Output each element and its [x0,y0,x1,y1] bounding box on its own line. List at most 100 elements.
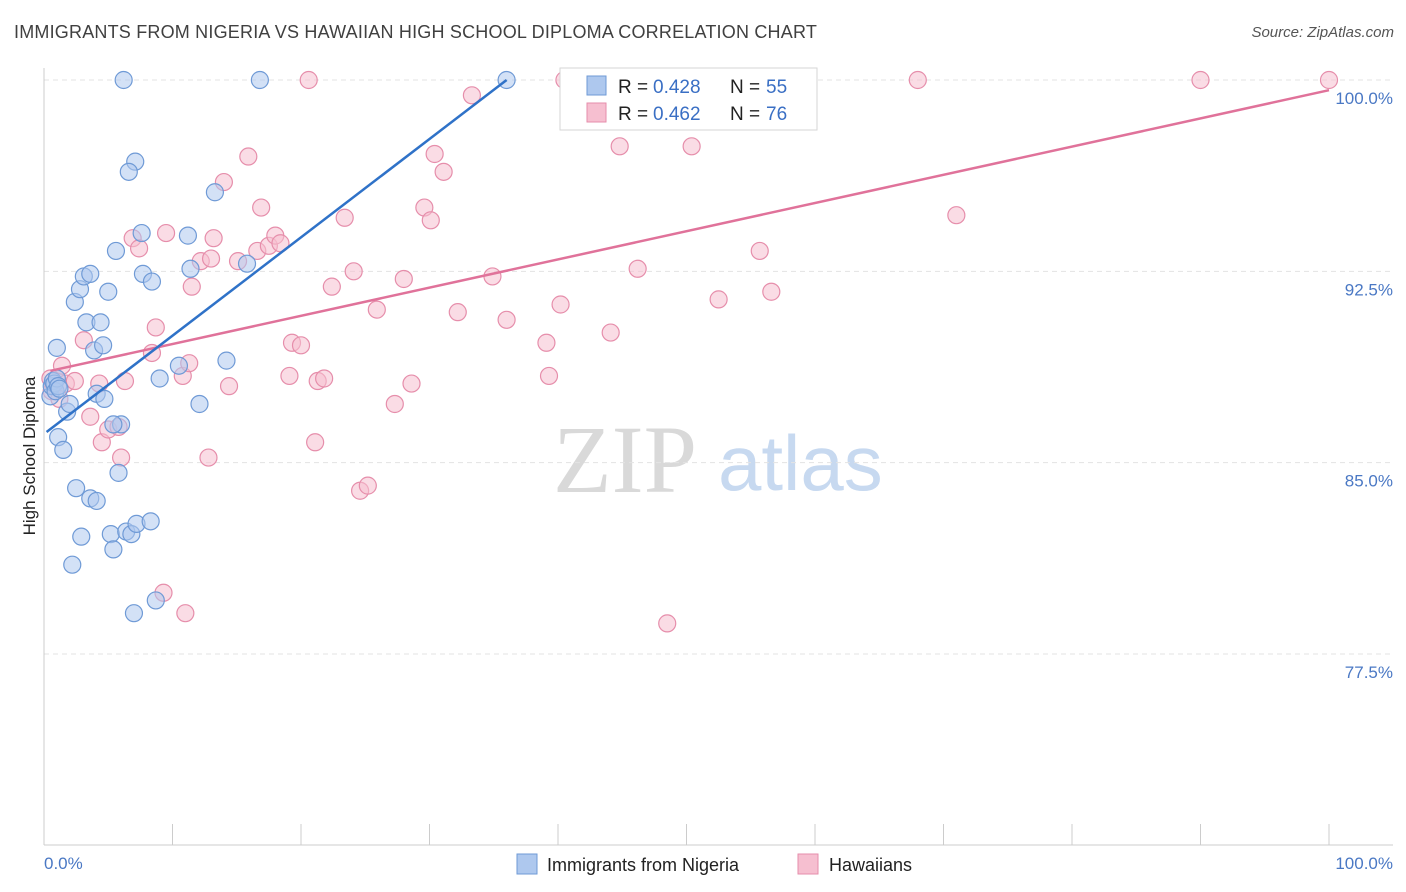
hawaiians-point-39 [291,336,311,355]
nigeria-point-16 [81,264,100,283]
legend-n-value-nigeria: 55 [766,77,787,98]
nigeria-point-41 [150,369,169,388]
hawaiians-point-17 [129,239,149,258]
hawaiians-point-40 [306,433,325,452]
nigeria-point-25 [109,463,128,482]
nigeria-point-24 [106,241,126,261]
hawaiians-point-48 [367,300,386,319]
hawaiians-point-49 [385,394,404,414]
nigeria-point-51 [142,272,162,291]
nigeria-point-7 [50,379,69,398]
y-tick-label-1: 85.0% [1345,472,1393,491]
hawaiians-point-44 [335,208,354,227]
trend-line-hawaiians [50,88,1330,373]
hawaiians-point-62 [551,295,570,314]
nigeria-point-33 [104,540,123,559]
nigeria-point-48 [237,254,257,273]
nigeria-point-54 [114,70,133,90]
nigeria-point-19 [91,313,110,332]
nigeria-point-44 [181,259,200,278]
x-tick-label-min: 0.0% [44,854,83,873]
legend-swatch-nigeria [586,75,607,96]
hawaiians-point-57 [462,86,482,105]
hawaiians-point-67 [658,614,677,633]
hawaiians-point-23 [182,277,201,296]
hawaiians-point-20 [156,223,176,243]
hawaiians-point-50 [394,269,413,289]
hawaiians-point-79 [176,604,195,623]
hawaiians-point-42 [315,369,334,388]
trend-lines [45,79,1330,434]
correlation-legend: R = 0.428 N = 55 R = 0.462 N = 76 [559,67,818,131]
nigeria-point-42 [169,356,189,375]
nigeria-point-9 [54,440,73,460]
series-legend-label-nigeria: Immigrants from Nigeria [547,855,740,875]
legend-r-label-nigeria: R = [618,77,653,98]
hawaiians-point-70 [709,290,728,309]
nigeria-point-45 [190,394,209,414]
nigeria-point-28 [67,479,86,498]
hawaiians-point-27 [199,448,218,467]
hawaiians-point-77 [1319,70,1339,90]
x-tick-marks [43,824,1330,845]
hawaiians-point-19 [146,318,165,337]
series-hawaiians-points [41,70,1339,633]
hawaiians-point-14 [111,448,131,467]
hawaiians-point-29 [219,377,239,396]
series-legend-swatch-hawaiians [797,853,819,875]
series-legend-label-hawaiians: Hawaiians [829,855,912,875]
nigeria-point-53 [119,162,138,181]
hawaiians-point-26 [204,229,223,248]
nigeria-point-22 [95,389,114,408]
hawaiians-point-56 [448,303,467,322]
nigeria-point-11 [60,394,79,414]
hawaiians-point-25 [201,249,221,268]
nigeria-point-30 [87,491,106,511]
nigeria-point-20 [94,336,113,355]
chart-title: IMMIGRANTS FROM NIGERIA VS HAWAIIAN HIGH… [14,22,818,42]
hawaiians-point-72 [762,282,781,301]
hawaiians-point-47 [358,476,377,495]
hawaiians-point-58 [483,267,502,286]
hawaiians-point-65 [610,137,629,156]
hawaiians-point-60 [537,333,556,352]
hawaiians-point-43 [322,277,341,296]
source-credit: Source: ZipAtlas.com [1251,24,1394,41]
trend-line-nigeria [45,79,508,434]
series-nigeria-points [41,70,516,623]
hawaiians-point-61 [539,366,559,386]
x-tick-label-max: 100.0% [1335,854,1393,873]
legend-swatch-hawaiians [586,102,607,123]
nigeria-point-23 [99,282,118,301]
legend-r-value-nigeria: 0.428 [653,77,701,98]
hawaiians-point-73 [299,70,318,90]
hawaiians-point-51 [402,374,421,393]
hawaiians-point-9 [81,407,100,426]
y-tick-labels: 77.5% 85.0% 92.5% 100.0% [1335,89,1393,682]
legend-n-label-hawaiians: N = [730,104,765,125]
y-axis-label: High School Diploma [20,376,39,535]
nigeria-point-27 [104,415,123,434]
hawaiians-point-74 [908,70,927,90]
hawaiians-point-45 [344,262,363,281]
legend-r-value-hawaiians: 0.462 [653,104,701,125]
nigeria-point-31 [72,527,91,546]
nigeria-point-39 [124,604,144,623]
hawaiians-point-37 [280,366,299,386]
nigeria-point-47 [217,351,236,370]
legend-r-label-hawaiians: R = [618,104,653,125]
y-tick-label-2: 92.5% [1345,280,1393,299]
hawaiians-point-33 [252,198,271,217]
series-legend-swatch-nigeria [516,853,538,875]
hawaiians-point-55 [434,162,453,181]
hawaiians-point-68 [682,137,701,156]
hawaiians-point-76 [1191,70,1210,90]
nigeria-point-12 [47,338,66,357]
y-tick-label-3: 100.0% [1335,89,1393,108]
watermark-zip: ZIP [553,406,697,513]
nigeria-point-38 [63,555,82,574]
nigeria-point-49 [132,223,151,243]
hawaiians-point-59 [497,310,516,329]
hawaiians-point-54 [425,144,444,164]
